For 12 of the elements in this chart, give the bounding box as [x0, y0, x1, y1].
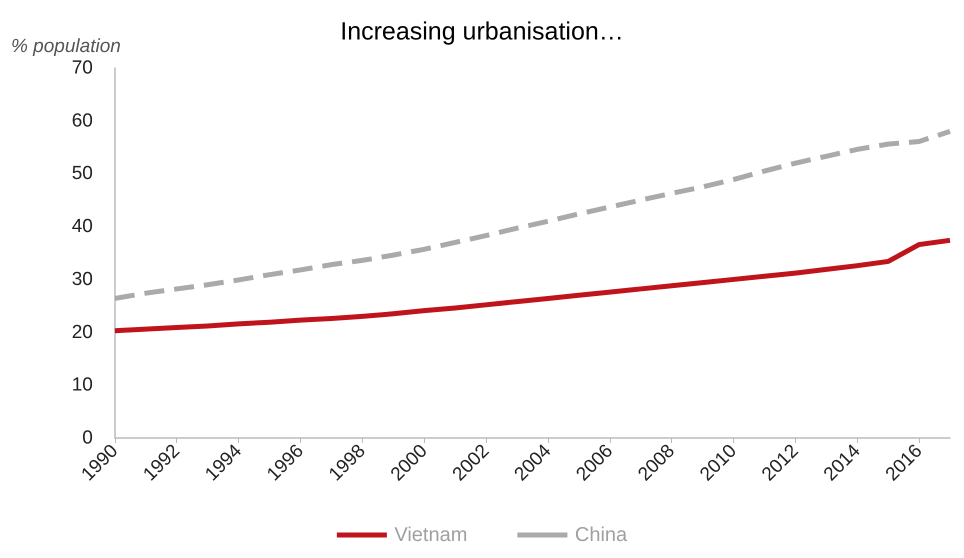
y-tick-label: 20 [72, 322, 93, 343]
y-tick-label: 40 [72, 216, 93, 238]
y-tick-label: 0 [82, 428, 93, 448]
legend-label: Vietnam [394, 524, 468, 546]
chart-title: Increasing urbanisation… [340, 18, 624, 46]
y-axis-title: % population [10, 36, 121, 57]
y-tick-label: 30 [72, 268, 93, 290]
y-tick-label: 10 [72, 374, 93, 396]
legend-label: China [574, 524, 628, 546]
y-tick-label: 50 [72, 163, 93, 184]
y-tick-label: 70 [72, 58, 93, 78]
y-tick-label: 60 [72, 110, 93, 132]
